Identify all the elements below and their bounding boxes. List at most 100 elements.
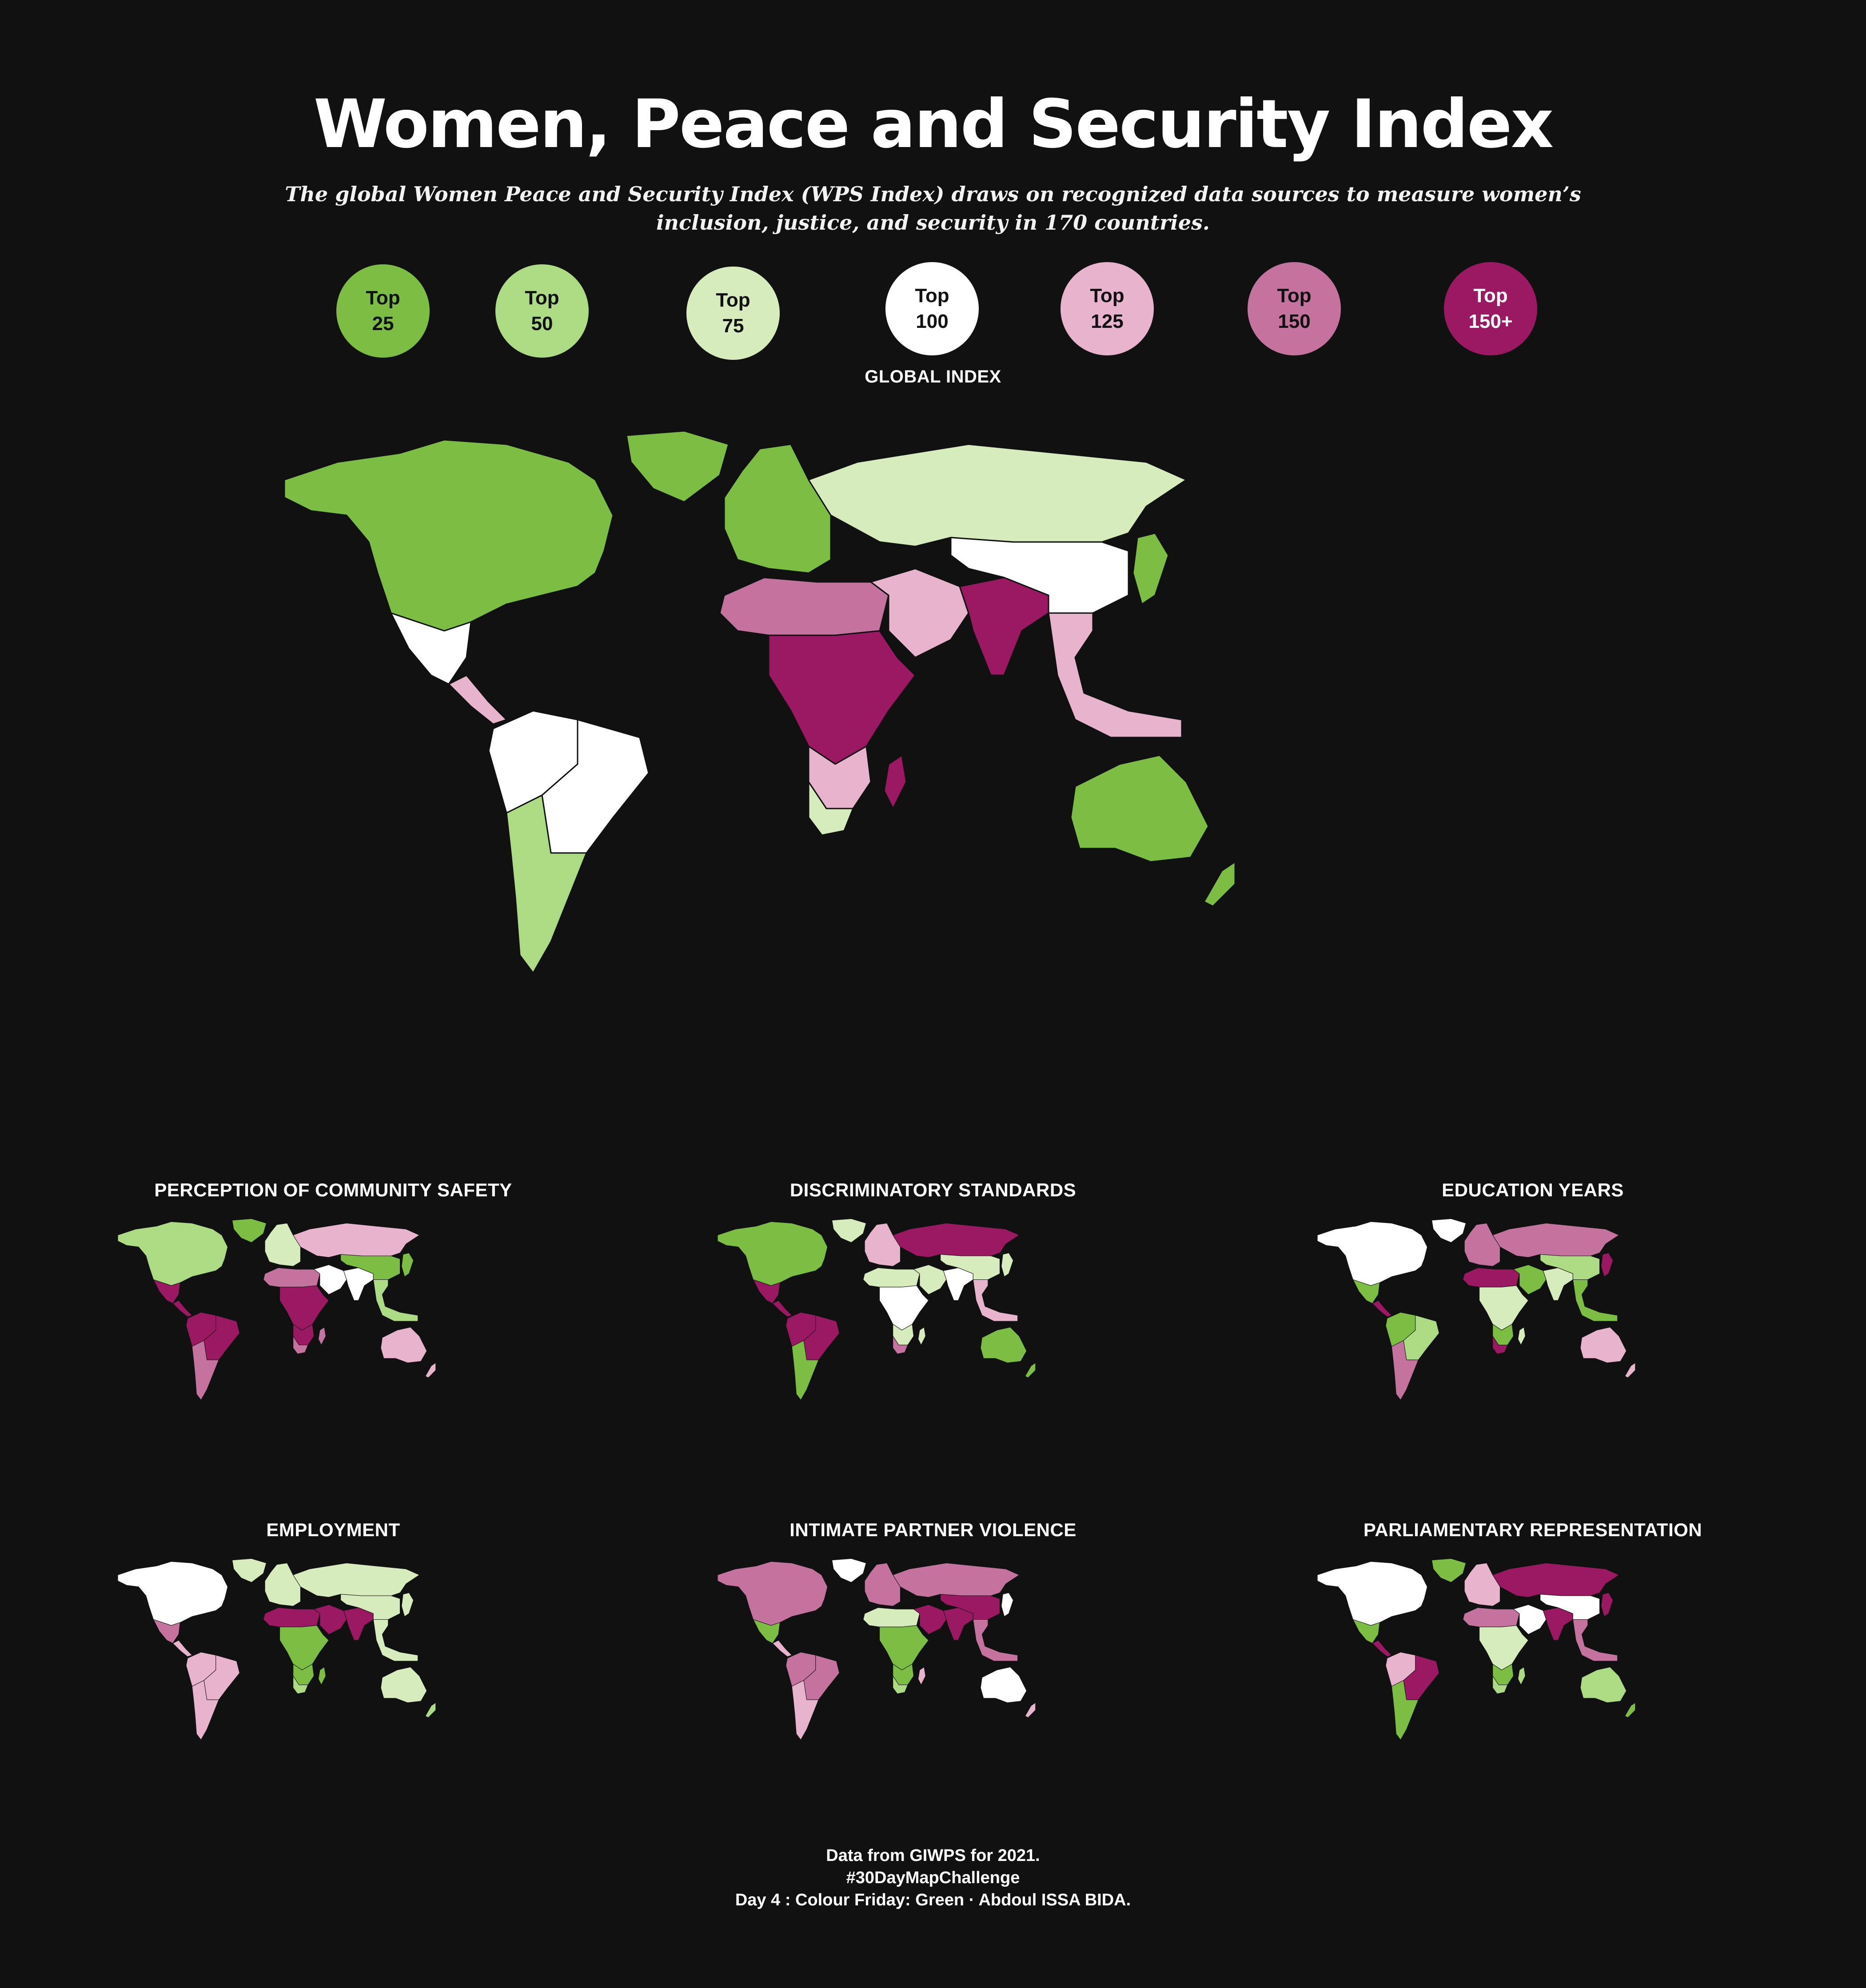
region-north-africa <box>263 1607 320 1627</box>
legend-item-top-150: Top 150 <box>1248 262 1341 355</box>
region-central-america <box>172 1300 192 1317</box>
region-japan <box>1601 1252 1614 1277</box>
legend-rank-label: 150+ <box>1468 311 1513 332</box>
region-central-africa <box>768 630 916 765</box>
region-middle-east <box>314 1604 347 1635</box>
region-new-zealand <box>1203 861 1236 907</box>
region-central-america <box>172 1640 192 1657</box>
intimate-partner-violence-map <box>709 1557 1157 1777</box>
region-north-africa <box>863 1607 920 1627</box>
footer-credits: Data from GIWPS for 2021. #30DayMapChall… <box>0 1845 1866 1911</box>
region-russia <box>1492 1562 1619 1598</box>
region-central-africa <box>1479 1625 1529 1670</box>
region-russia <box>893 1223 1020 1258</box>
region-madagascar <box>918 1666 926 1685</box>
legend-top-label: Top <box>915 285 949 307</box>
region-australia <box>1070 754 1209 863</box>
legend-top-label: Top <box>1473 285 1508 307</box>
region-europe <box>1464 1223 1500 1267</box>
region-europe <box>264 1223 301 1267</box>
region-madagascar <box>918 1327 926 1346</box>
region-southeast-asia <box>973 1279 1018 1322</box>
region-madagascar <box>1518 1327 1526 1346</box>
region-south-africa <box>808 781 854 836</box>
region-new-zealand <box>1624 1702 1636 1718</box>
region-europe <box>723 443 832 574</box>
education-years-map <box>1308 1217 1757 1437</box>
region-australia <box>380 1327 427 1363</box>
map-label-parliamentary-representation: PARLIAMENTARY REPRESENTATION <box>1363 1519 1703 1540</box>
region-australia <box>980 1327 1027 1363</box>
region-mexico <box>153 1279 181 1304</box>
region-central-america <box>772 1300 792 1317</box>
region-south-america-south <box>1391 1340 1419 1400</box>
region-middle-east <box>870 568 969 658</box>
page-subtitle: The global Women Peace and Security Inde… <box>285 182 1581 235</box>
region-south-america-south <box>191 1340 219 1400</box>
region-greenland <box>832 1558 867 1583</box>
region-north-america <box>1317 1561 1428 1626</box>
map-label-employment: EMPLOYMENT <box>266 1519 400 1540</box>
region-new-zealand <box>425 1702 436 1718</box>
region-south-america-south <box>791 1340 819 1400</box>
discriminatory-standards-map <box>709 1217 1157 1437</box>
region-mexico <box>1352 1279 1380 1304</box>
region-middle-east <box>1513 1264 1547 1295</box>
region-japan <box>1601 1592 1614 1617</box>
region-japan <box>1001 1252 1014 1277</box>
region-central-africa <box>879 1625 929 1670</box>
global-index-map <box>258 426 1599 1084</box>
region-north-africa <box>1463 1607 1520 1627</box>
legend-rank-label: 50 <box>531 313 553 335</box>
region-north-africa <box>263 1267 320 1287</box>
map-label-intimate-partner-violence: INTIMATE PARTNER VIOLENCE <box>789 1519 1077 1540</box>
region-middle-east <box>1513 1604 1547 1635</box>
region-europe <box>864 1223 901 1267</box>
legend-top-label: Top <box>366 287 400 309</box>
region-mexico <box>390 612 472 685</box>
region-mexico <box>153 1619 181 1644</box>
region-russia <box>893 1562 1020 1598</box>
region-australia <box>380 1666 427 1703</box>
region-madagascar <box>883 754 907 809</box>
region-europe <box>1464 1562 1500 1606</box>
region-southeast-asia <box>1048 612 1183 738</box>
region-south-america-south <box>191 1680 219 1740</box>
legend-item-top-50: Top 50 <box>495 264 589 358</box>
footer-data-source: Data from GIWPS for 2021. <box>826 1846 1040 1865</box>
region-central-africa <box>1479 1285 1529 1331</box>
region-russia <box>808 443 1187 547</box>
region-middle-east <box>314 1264 347 1295</box>
map-label-education-years: EDUCATION YEARS <box>1442 1179 1624 1200</box>
region-north-america <box>117 1561 228 1626</box>
region-russia <box>293 1223 420 1258</box>
region-new-zealand <box>1624 1363 1636 1378</box>
region-japan <box>401 1592 414 1617</box>
region-europe <box>864 1562 901 1606</box>
region-greenland <box>232 1558 267 1583</box>
region-south-america-south <box>506 794 587 974</box>
region-south-africa <box>893 1336 908 1355</box>
region-middle-east <box>913 1264 947 1295</box>
region-greenland <box>1431 1558 1467 1583</box>
region-southeast-asia <box>1572 1279 1618 1322</box>
region-central-america <box>1372 1640 1392 1657</box>
legend-item-top-75: Top 75 <box>686 267 780 360</box>
footer-author: Day 4 : Colour Friday: Green · Abdoul IS… <box>735 1891 1131 1909</box>
legend-top-label: Top <box>525 287 559 309</box>
region-south-africa <box>1492 1676 1508 1694</box>
legend-rank-label: 150 <box>1278 311 1311 332</box>
region-mexico <box>753 1619 781 1644</box>
footer-hashtag: #30DayMapChallenge <box>846 1868 1020 1887</box>
legend-item-top-125: Top 125 <box>1061 262 1154 355</box>
map-label-community-safety: PERCEPTION OF COMMUNITY SAFETY <box>154 1179 512 1200</box>
region-japan <box>401 1252 414 1277</box>
map-label-discriminatory-standards: DISCRIMINATORY STANDARDS <box>789 1179 1077 1200</box>
region-south-america-south <box>791 1680 819 1740</box>
region-japan <box>1001 1592 1014 1617</box>
legend-rank-label: 125 <box>1091 311 1124 332</box>
region-madagascar <box>318 1327 326 1346</box>
region-central-africa <box>879 1285 929 1331</box>
legend-item-top-150-plus: Top 150+ <box>1444 262 1537 355</box>
region-south-africa <box>293 1336 308 1355</box>
